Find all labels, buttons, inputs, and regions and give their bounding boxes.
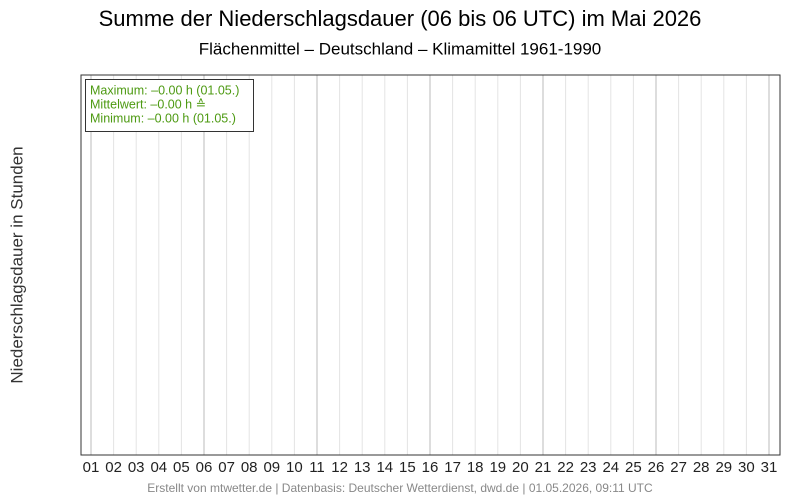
x-tick-label: 19: [489, 459, 506, 476]
stats-line: Mittelwert: –0.00 h ≙: [90, 97, 206, 111]
x-tick-label: 07: [218, 459, 235, 476]
x-tick-label: 31: [761, 459, 778, 476]
stats-box: [85, 79, 254, 132]
x-tick-label: 30: [738, 459, 755, 476]
x-tick-label: 17: [444, 459, 461, 476]
x-tick-label: 08: [241, 459, 258, 476]
x-tick-label: 25: [625, 459, 642, 476]
x-tick-label: 27: [670, 459, 687, 476]
x-tick-label: 21: [535, 459, 552, 476]
x-tick-label: 03: [128, 459, 145, 476]
x-tick-label: 20: [512, 459, 529, 476]
x-tick-label: 02: [105, 459, 122, 476]
x-tick-label: 24: [602, 459, 619, 476]
x-tick-label: 22: [557, 459, 574, 476]
stats-line: Minimum: –0.00 h (01.05.): [90, 111, 236, 125]
x-tick-label: 23: [580, 459, 597, 476]
x-tick-label: 06: [196, 459, 213, 476]
stats-line: Maximum: –0.00 h (01.05.): [90, 83, 239, 97]
plot-frame: [80, 74, 781, 456]
x-tick-label: 04: [150, 459, 167, 476]
grid: [90, 75, 770, 455]
x-tick-label: 13: [354, 459, 371, 476]
x-tick-label: 11: [309, 459, 325, 476]
x-tick-label: 09: [263, 459, 280, 476]
x-tick-label: 18: [467, 459, 484, 476]
x-tick-label: 14: [376, 459, 393, 476]
x-tick-label: 05: [173, 459, 190, 476]
y-axis-label: Niederschlagsdauer in Stunden: [7, 146, 26, 383]
x-tick-label: 26: [648, 459, 665, 476]
x-tick-label: 12: [331, 459, 348, 476]
x-tick-label: 29: [715, 459, 732, 476]
footer: Erstellt von mtwetter.de | Datenbasis: D…: [147, 481, 653, 495]
x-tick-label: 01: [83, 459, 100, 476]
chart-subtitle: Flächenmittel – Deutschland – Klimamitte…: [199, 39, 602, 58]
x-tick-label: 10: [286, 459, 303, 476]
x-tick-label: 15: [399, 459, 416, 476]
x-tick-label: 28: [693, 459, 710, 476]
chart-title: Summe der Niederschlagsdauer (06 bis 06 …: [99, 6, 702, 31]
x-tick-label: 16: [422, 459, 439, 476]
